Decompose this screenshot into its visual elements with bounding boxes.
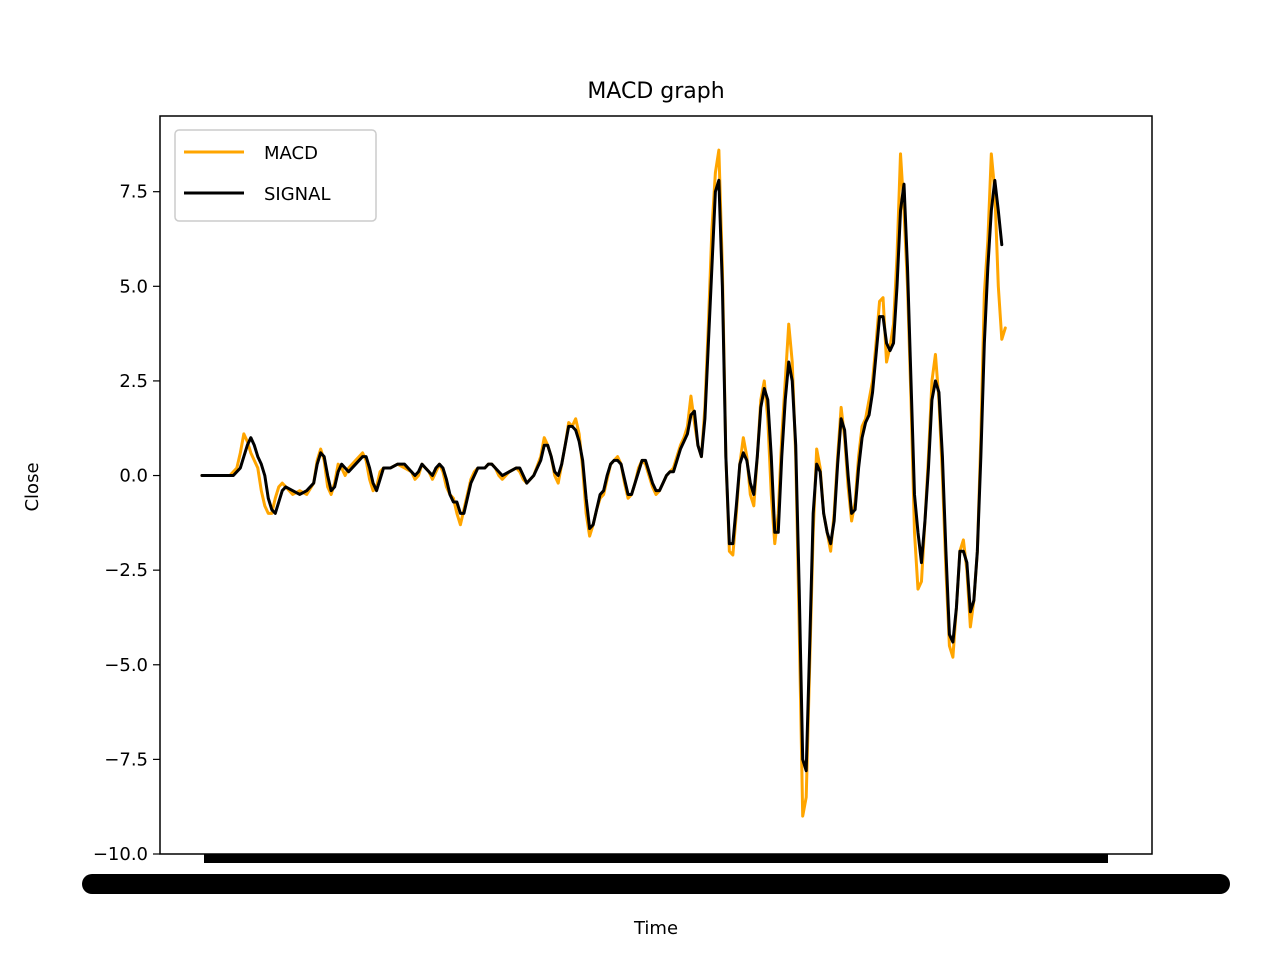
plot-frame xyxy=(159,115,1153,855)
y-tick-label: −2.5 xyxy=(104,560,148,581)
y-tick-label: −10.0 xyxy=(93,844,148,865)
y-axis: 7.5 5.0 2.5 0.0 −2.5 −5.0 −7.5 −10.0 xyxy=(93,182,160,865)
x-axis-date-labels-band xyxy=(82,874,1230,894)
y-tick-label: 5.0 xyxy=(119,276,148,297)
legend: MACD SIGNAL xyxy=(174,129,377,222)
x-axis-tick-labels xyxy=(82,854,1230,894)
y-tick-label: 0.0 xyxy=(119,466,148,487)
x-axis-label: Time xyxy=(633,918,678,939)
y-axis-label: Close xyxy=(22,462,43,511)
x-axis-tick-marks-band xyxy=(204,854,1108,863)
legend-label-macd: MACD xyxy=(264,143,318,164)
y-tick-label: 7.5 xyxy=(119,182,148,203)
y-tick-label: 2.5 xyxy=(119,371,148,392)
series-line-signal xyxy=(200,178,1004,773)
chart-title: MACD graph xyxy=(587,79,724,104)
y-tick-label: −5.0 xyxy=(104,655,148,676)
series-layer xyxy=(200,148,1007,818)
legend-label-signal: SIGNAL xyxy=(264,184,331,205)
y-tick-label: −7.5 xyxy=(104,749,148,770)
